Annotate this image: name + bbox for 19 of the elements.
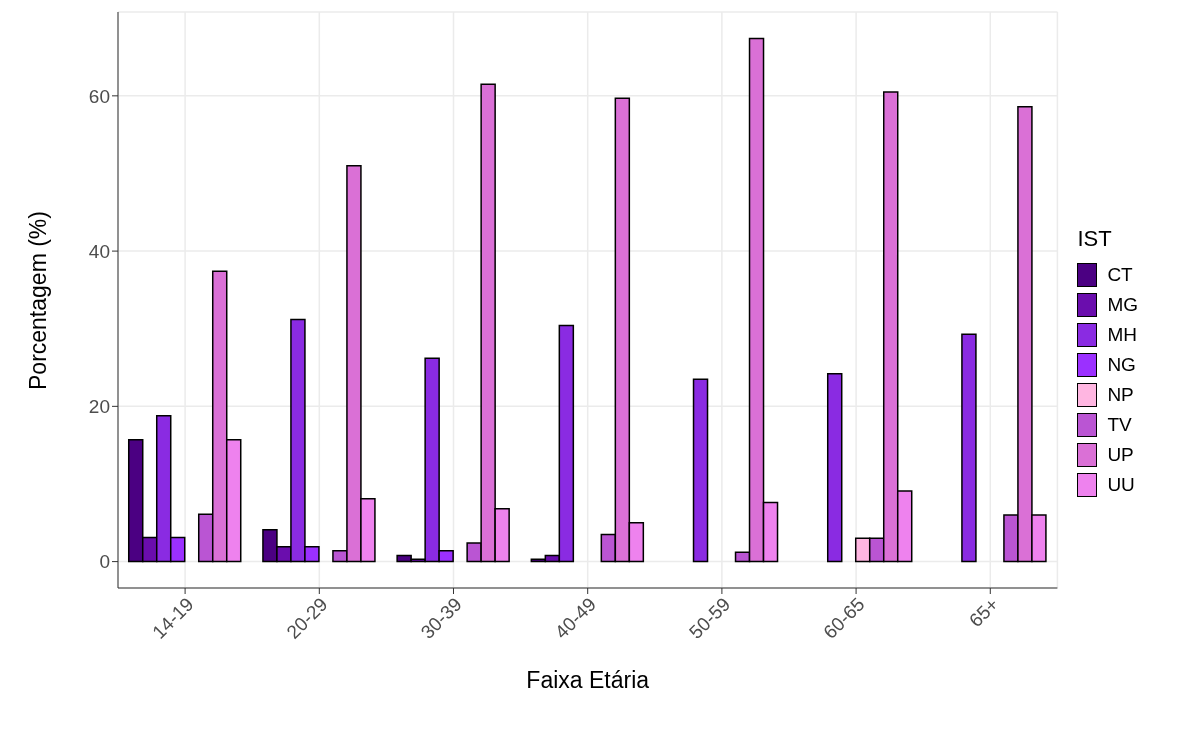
x-axis-title: Faixa Etária — [526, 667, 650, 693]
legend-label: NP — [1107, 384, 1134, 406]
bar — [961, 333, 977, 563]
y-tick-label: 40 — [88, 240, 110, 262]
y-tick-label: 60 — [88, 85, 110, 107]
legend-label: TV — [1107, 414, 1132, 436]
bar — [826, 373, 843, 563]
legend-label: UU — [1107, 474, 1135, 496]
legend-label: NG — [1107, 354, 1136, 376]
y-tick-label: 0 — [99, 551, 110, 573]
legend-label: CT — [1107, 264, 1133, 286]
legend-label: UP — [1107, 444, 1134, 466]
x-tick-label: 65+ — [965, 593, 1003, 632]
y-axis-title: Porcentagem (%) — [25, 211, 52, 390]
legend-title: IST — [1077, 226, 1113, 252]
bar — [692, 378, 709, 563]
legend-label: MG — [1107, 294, 1138, 316]
legend-label: MH — [1107, 324, 1137, 346]
y-tick-label: 20 — [88, 396, 110, 418]
